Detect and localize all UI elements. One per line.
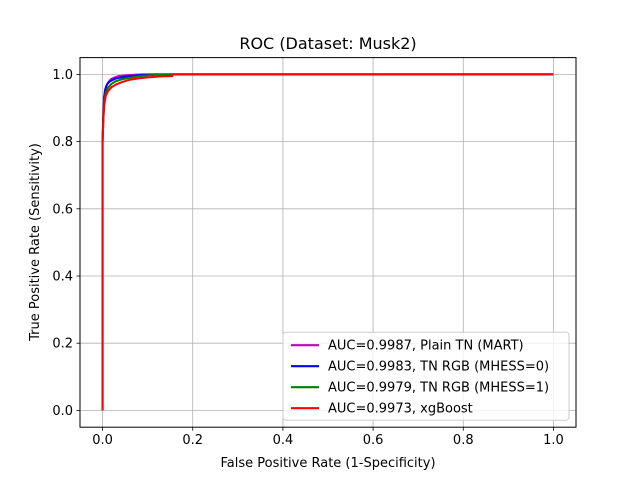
x-tick-label: 0.6 bbox=[363, 433, 384, 448]
plot-frame bbox=[79, 57, 577, 428]
x-tick-label: 0.4 bbox=[273, 433, 294, 448]
axis-ticks: 0.0 0.2 0.4 0.6 0.8 1.0 0.0 0.2 0.4 0.6 0.8 1.0 bbox=[52, 68, 563, 448]
x-tick-label: 1.0 bbox=[543, 433, 564, 448]
chart-title: ROC (Dataset: Musk2) bbox=[239, 34, 416, 53]
x-tick-label: 0.2 bbox=[182, 433, 203, 448]
series-line-3 bbox=[101, 73, 554, 411]
x-axis-title: False Positive Rate (1-Specificity) bbox=[220, 456, 435, 471]
legend: AUC=0.9987, Plain TN (MART) AUC=0.9983, T… bbox=[282, 331, 570, 421]
legend-label: AUC=0.9983, TN RGB (MHESS=0) bbox=[328, 360, 549, 375]
series-lines bbox=[101, 73, 554, 411]
y-tick-label: 0.6 bbox=[52, 202, 73, 217]
y-tick-label: 0.2 bbox=[52, 337, 73, 352]
y-tick-label: 0.0 bbox=[52, 404, 73, 419]
legend-label: AUC=0.9987, Plain TN (MART) bbox=[328, 339, 524, 354]
y-tick-label: 0.4 bbox=[52, 270, 73, 285]
x-tick-label: 0.8 bbox=[453, 433, 474, 448]
legend-box bbox=[282, 331, 570, 421]
y-axis-title: True Positive Rate (Sensitivity) bbox=[28, 143, 43, 342]
y-tick-label: 1.0 bbox=[52, 68, 73, 83]
legend-label: AUC=0.9973, xgBoost bbox=[328, 402, 473, 417]
x-tick-label: 0.0 bbox=[92, 433, 113, 448]
legend-label: AUC=0.9979, TN RGB (MHESS=1) bbox=[328, 381, 549, 396]
y-tick-label: 0.8 bbox=[52, 135, 73, 150]
